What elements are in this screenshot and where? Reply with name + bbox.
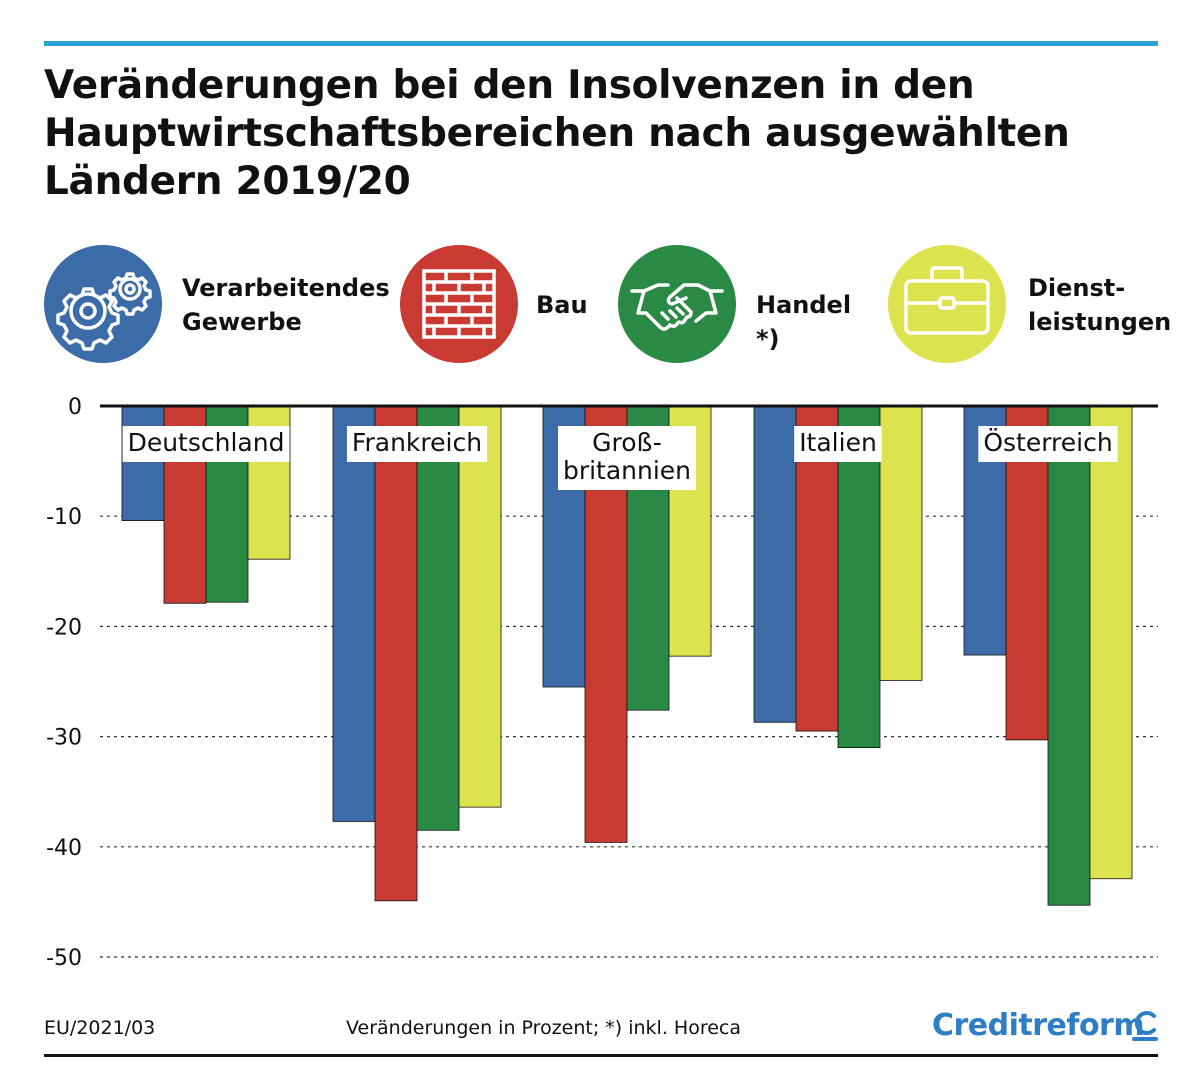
creditreform-logo-icon: [1132, 1011, 1158, 1041]
top-rule: [44, 41, 1158, 46]
category-label-box: [978, 426, 1118, 462]
category-label: Österreich: [983, 428, 1112, 457]
category-label: Italien: [799, 428, 877, 457]
bar: [416, 405, 460, 831]
legend-label: Verarbeitendes Gewerbe: [182, 274, 390, 336]
y-tick-label: 0: [68, 395, 82, 420]
legend: Verarbeitendes Gewerbe: [0, 245, 1200, 370]
brand-logo-text: Creditreform: [932, 1008, 1145, 1043]
chart-title: Veränderungen bei den Insolvenzen in den…: [44, 63, 1070, 204]
bar: [753, 405, 797, 723]
bar: [458, 405, 502, 808]
category-label-box: [794, 426, 882, 462]
brick-wall-icon: [400, 245, 518, 363]
bar: [1089, 405, 1133, 880]
category-label-box: [122, 426, 290, 462]
footnote: Veränderungen in Prozent; *) inkl. Horec…: [346, 1017, 742, 1039]
category-label: Frankreich: [352, 428, 482, 457]
bar: [879, 405, 923, 681]
category-label: Groß-: [592, 428, 662, 457]
category-label-box: [346, 426, 488, 462]
handshake-icon: [618, 245, 736, 363]
bar: [121, 405, 165, 522]
y-tick-label: -40: [46, 836, 82, 861]
category-label: Deutschland: [128, 428, 285, 457]
bottom-rule: [44, 1054, 1158, 1057]
bar: [332, 405, 376, 822]
legend-label: Dienst- leistungen: [1028, 274, 1172, 336]
y-tick-label: -10: [46, 505, 82, 530]
bar: [374, 405, 418, 902]
briefcase-icon: [888, 245, 1006, 363]
bar: [837, 405, 881, 749]
legend-label: Handel *): [756, 291, 852, 353]
y-tick-label: -20: [46, 615, 82, 640]
gears-icon: [44, 245, 162, 363]
y-tick-label: -30: [46, 726, 82, 751]
publication-code: EU/2021/03: [44, 1017, 156, 1039]
category-label: britannien: [563, 456, 691, 485]
bar: [1047, 405, 1091, 906]
legend-label: Bau: [536, 291, 588, 319]
category-label-box: [557, 426, 697, 490]
y-tick-label: -50: [46, 946, 82, 971]
bar-chart: 0 -10 -20 -30 -40 -50 Deutschland Frankreich Gro…: [46, 395, 1158, 971]
